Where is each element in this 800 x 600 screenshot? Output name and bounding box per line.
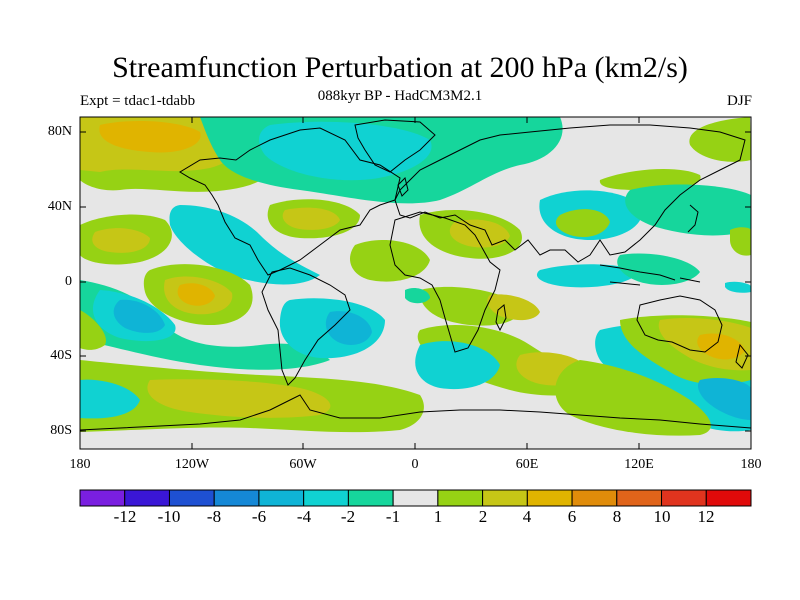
lon-label-180e: 180 — [740, 457, 762, 472]
contour-region — [258, 121, 432, 181]
season-label: DJF — [726, 93, 752, 109]
colorbar-label: -4 — [296, 507, 312, 526]
contour-region — [536, 264, 640, 288]
contour-region — [487, 294, 540, 321]
lon-label-60e: 60E — [515, 457, 539, 472]
contour-region — [325, 311, 372, 345]
colorbar-label: 1 — [433, 507, 443, 526]
experiment-label: Expt = tdac1-tdabb — [80, 93, 196, 109]
colorbar-swatch — [661, 489, 707, 507]
coastline-new-zealand — [735, 343, 749, 369]
colorbar-label: 2 — [478, 507, 488, 526]
contour-region — [169, 205, 320, 285]
lat-label-40s: 40S — [50, 348, 72, 363]
colorbar-swatch — [213, 489, 260, 507]
lon-label-180w: 180 — [69, 457, 91, 472]
contour-region — [449, 219, 510, 248]
colorbar-label: 12 — [697, 507, 715, 526]
contour-region — [80, 379, 140, 419]
map-subtitle: 088kyr BP - HadCM3M2.1 — [317, 88, 483, 104]
contour-region — [80, 280, 330, 370]
lat-label-40n: 40N — [47, 199, 72, 214]
lon-label-0: 0 — [411, 457, 419, 472]
coastline-antarctica — [80, 394, 751, 431]
colorbar-swatch — [79, 489, 126, 507]
axis-ticks — [80, 117, 751, 449]
contour-region — [555, 360, 711, 436]
colorbar-label: -8 — [206, 507, 222, 526]
colorbar-swatch — [616, 489, 663, 507]
colorbar-swatch — [303, 489, 349, 507]
colorbar-label: -1 — [385, 507, 401, 526]
colorbar-swatch — [705, 489, 752, 507]
colorbar-swatch — [392, 489, 439, 507]
contour-region — [697, 333, 745, 360]
contour-region — [697, 377, 751, 420]
contour-region — [113, 299, 165, 333]
lat-label-80n: 80N — [47, 124, 72, 139]
contour-region — [350, 240, 430, 282]
colorbar-label: 8 — [612, 507, 622, 526]
colorbar-label: -2 — [340, 507, 356, 526]
coastline-uk — [397, 177, 409, 197]
colorbar-swatch — [482, 489, 528, 507]
coastline-north-america — [179, 127, 401, 276]
contour-region — [405, 287, 430, 304]
coastline-japan — [687, 204, 699, 233]
coastline-indonesia — [599, 264, 701, 286]
contour-region — [99, 120, 201, 153]
coastline-madagascar — [495, 304, 507, 332]
coastline-africa — [389, 211, 501, 353]
contour-region — [147, 379, 331, 418]
contour-region — [689, 117, 751, 162]
colorbar-swatch — [347, 489, 394, 507]
lat-label-80s: 80S — [50, 423, 72, 438]
coastline-greenland — [354, 119, 436, 173]
coastline-australia — [636, 295, 723, 353]
contour-region — [730, 227, 751, 256]
map-title: Streamfunction Perturbation at 200 hPa (… — [112, 51, 688, 84]
coastlines — [80, 119, 751, 431]
colorbar-swatch — [258, 489, 305, 507]
lat-label-0: 0 — [65, 274, 72, 289]
contour-region — [92, 228, 150, 253]
contour-region — [725, 281, 751, 293]
colorbar-swatch — [168, 489, 215, 507]
coastline-eurasia — [394, 124, 746, 263]
colorbar-label: 10 — [653, 507, 671, 526]
colorbar — [79, 489, 752, 507]
colorbar-swatch — [124, 489, 170, 507]
contour-region — [282, 207, 340, 230]
colorbar-label: 6 — [567, 507, 577, 526]
colorbar-swatch — [526, 489, 573, 507]
lon-label-60w: 60W — [289, 457, 317, 472]
contour-region — [617, 253, 700, 285]
map-field — [80, 117, 751, 449]
contour-region — [415, 341, 500, 390]
colorbar-label: -10 — [157, 507, 181, 526]
colorbar-label: -6 — [251, 507, 267, 526]
contour-region — [177, 283, 215, 306]
lon-label-120w: 120W — [174, 457, 210, 472]
colorbar-label: -12 — [113, 507, 137, 526]
colorbar-label: 4 — [522, 507, 532, 526]
lon-label-120e: 120E — [624, 457, 654, 472]
contour-region — [80, 310, 106, 350]
colorbar-swatch — [571, 489, 618, 507]
colorbar-swatch — [437, 489, 484, 507]
contour-region — [555, 209, 610, 238]
coastline-south-america — [261, 267, 351, 386]
